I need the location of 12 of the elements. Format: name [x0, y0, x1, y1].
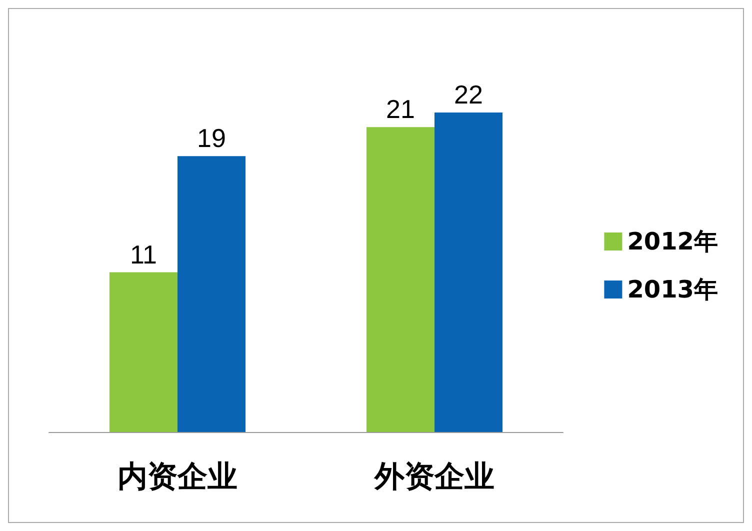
x-tick-label: 外资企业: [374, 460, 494, 494]
data-label: 21: [386, 94, 415, 124]
legend-label: 2013年: [627, 276, 718, 304]
legend-label: 2012年: [627, 228, 718, 256]
data-label: 19: [197, 123, 226, 154]
bar: [110, 272, 178, 432]
bar: [178, 156, 246, 432]
bar: [434, 112, 502, 432]
bar: [366, 127, 434, 432]
x-tick-label: 内资企业: [118, 460, 238, 494]
data-label: 11: [130, 239, 157, 270]
data-label: 22: [454, 80, 483, 110]
